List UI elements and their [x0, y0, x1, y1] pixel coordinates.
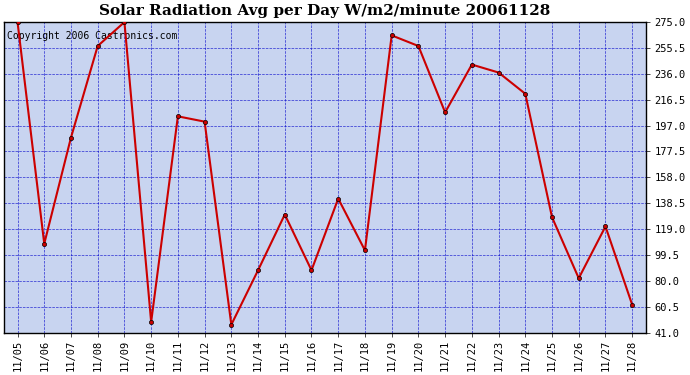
Text: Copyright 2006 Castronics.com: Copyright 2006 Castronics.com — [8, 32, 178, 41]
Title: Solar Radiation Avg per Day W/m2/minute 20061128: Solar Radiation Avg per Day W/m2/minute … — [99, 4, 551, 18]
